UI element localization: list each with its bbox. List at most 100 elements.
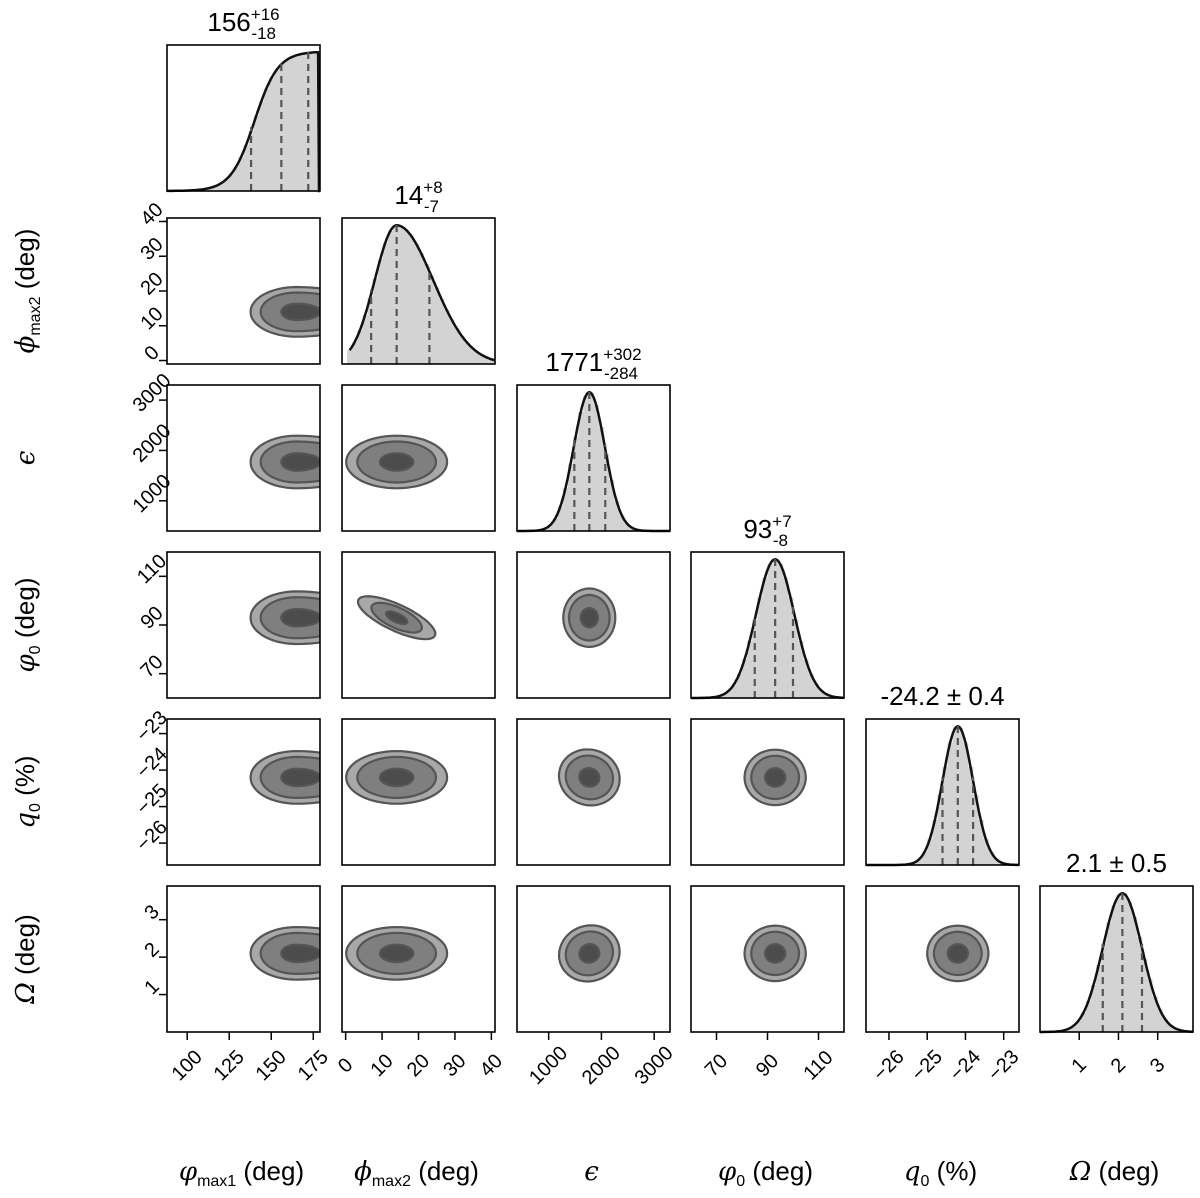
label-unit: (deg) xyxy=(1091,1156,1159,1186)
contour-group xyxy=(249,590,320,646)
hist-bar xyxy=(988,851,994,865)
label-subscript: max1 xyxy=(197,1173,236,1190)
contour-panel-3-5 xyxy=(516,718,671,866)
hist-bar xyxy=(382,242,389,364)
panel-title: 2.1 ± 0.5 xyxy=(1066,848,1167,878)
title-value: 14 xyxy=(394,180,423,210)
hist-bar xyxy=(1091,984,1097,1032)
hist-bar xyxy=(547,525,553,531)
panel-frame xyxy=(166,44,321,192)
panel-frame xyxy=(516,885,671,1033)
x-axis-1: 100 125 150 175 φmax1 (deg) xyxy=(168,1032,333,1190)
contour-group xyxy=(356,595,437,641)
y-tick-label: 70 xyxy=(136,651,167,682)
label-subscript: 0 xyxy=(921,1173,930,1190)
title-lower-error: -8 xyxy=(773,531,788,550)
contour-inner xyxy=(280,452,320,472)
hist-bar xyxy=(593,404,599,531)
x-tick-label: 2 xyxy=(1107,1054,1130,1077)
hist-bar xyxy=(1167,1024,1173,1032)
contour-group xyxy=(249,749,320,805)
hist-bar xyxy=(459,336,465,364)
hist-bar xyxy=(1096,965,1102,1032)
y-tick-label: 10 xyxy=(136,303,167,334)
hist-bar xyxy=(952,728,959,865)
label-unit: (deg) xyxy=(236,1156,304,1186)
x-tick-label: −24 xyxy=(946,1046,986,1086)
hist-bar xyxy=(767,564,773,698)
hist-bar xyxy=(922,851,928,865)
hist-bar xyxy=(218,183,224,191)
hist-bar xyxy=(1065,1029,1071,1032)
hist-bar xyxy=(772,559,778,698)
hist-bar xyxy=(377,259,384,364)
panel-frame xyxy=(690,551,845,699)
contour-inner xyxy=(280,607,320,628)
hist-bar xyxy=(479,355,486,364)
contour-group xyxy=(249,434,320,490)
hist-panel-3: 1771+302 -284 xyxy=(516,345,671,533)
x-tick-label: 175 xyxy=(294,1046,333,1085)
label-symbol: φ xyxy=(718,1157,737,1187)
y-tick-label: 1000 xyxy=(129,470,176,517)
contour-inner xyxy=(280,302,320,322)
hist-bar xyxy=(212,186,219,191)
y-tick-label: 2 xyxy=(140,938,163,961)
panel-frame xyxy=(690,718,845,866)
hist-bar xyxy=(1085,1000,1092,1032)
hist-bar xyxy=(413,243,419,364)
y-tick-label: 20 xyxy=(136,268,167,299)
y-axis-label: q0 (%) xyxy=(10,755,44,828)
contour-group xyxy=(249,925,320,981)
x-tick-label: 150 xyxy=(252,1046,291,1085)
contour-group xyxy=(926,924,990,983)
hist-bar xyxy=(613,500,620,531)
panel-frame xyxy=(516,718,671,866)
hist-bar xyxy=(808,673,814,698)
contour-inner xyxy=(764,943,787,964)
label-subscript: max2 xyxy=(27,296,44,335)
x-axis-4: 70 90 110 φ0 (deg) xyxy=(701,1032,838,1190)
x-tick-label: 3 xyxy=(1146,1054,1169,1077)
x-axis-label: φ0 (deg) xyxy=(718,1156,813,1190)
contour-inner xyxy=(578,767,601,788)
y-axis-label: φ0 (deg) xyxy=(10,577,44,672)
x-tick-label: 1000 xyxy=(525,1042,572,1089)
contour-panel-1-6 xyxy=(166,885,321,1033)
hist-bar xyxy=(1136,937,1143,1032)
hist-bar xyxy=(233,167,239,191)
label-unit: (%) xyxy=(929,1156,977,1186)
hist-panel-5: -24.2 ± 0.4 xyxy=(865,681,1020,867)
hist-bar xyxy=(433,287,440,364)
hist-bar xyxy=(1152,996,1158,1032)
hist-bar xyxy=(393,225,399,364)
hist-panel-6: 2.1 ± 0.5 xyxy=(1039,848,1194,1034)
hist-bar xyxy=(387,230,394,364)
hist-panel-2: 14+8 -7 xyxy=(341,178,496,365)
y-axis-4: 70 90 110 φ0 (deg) xyxy=(10,550,171,682)
x-axis-label: q0 (%) xyxy=(904,1156,977,1190)
label-symbol: Ω xyxy=(1069,1157,1092,1187)
contour-panel-2-5 xyxy=(341,718,496,866)
x-tick-label: 125 xyxy=(210,1046,249,1085)
hist-bar xyxy=(352,341,358,364)
hist-bar xyxy=(818,690,824,698)
y-axis-label: ϵ xyxy=(11,450,41,465)
hist-bar xyxy=(474,351,480,364)
x-tick-label: 1 xyxy=(1068,1054,1091,1077)
hist-bar xyxy=(444,309,450,364)
hist-bar xyxy=(1101,943,1107,1032)
label-unit: (%) xyxy=(10,755,40,803)
hist-bar xyxy=(731,683,738,698)
label-unit: (deg) xyxy=(10,229,40,297)
panel-frame xyxy=(865,718,1020,866)
panel-title: 93+7 -8 xyxy=(743,512,791,550)
label-unit: (deg) xyxy=(745,1156,813,1186)
hist-bar xyxy=(1106,922,1112,1032)
label-symbol: ϕ xyxy=(11,335,41,353)
hist-bar xyxy=(993,858,999,865)
hist-bar xyxy=(263,88,270,191)
x-tick-label: −25 xyxy=(907,1046,947,1086)
hist-bar xyxy=(968,766,974,865)
